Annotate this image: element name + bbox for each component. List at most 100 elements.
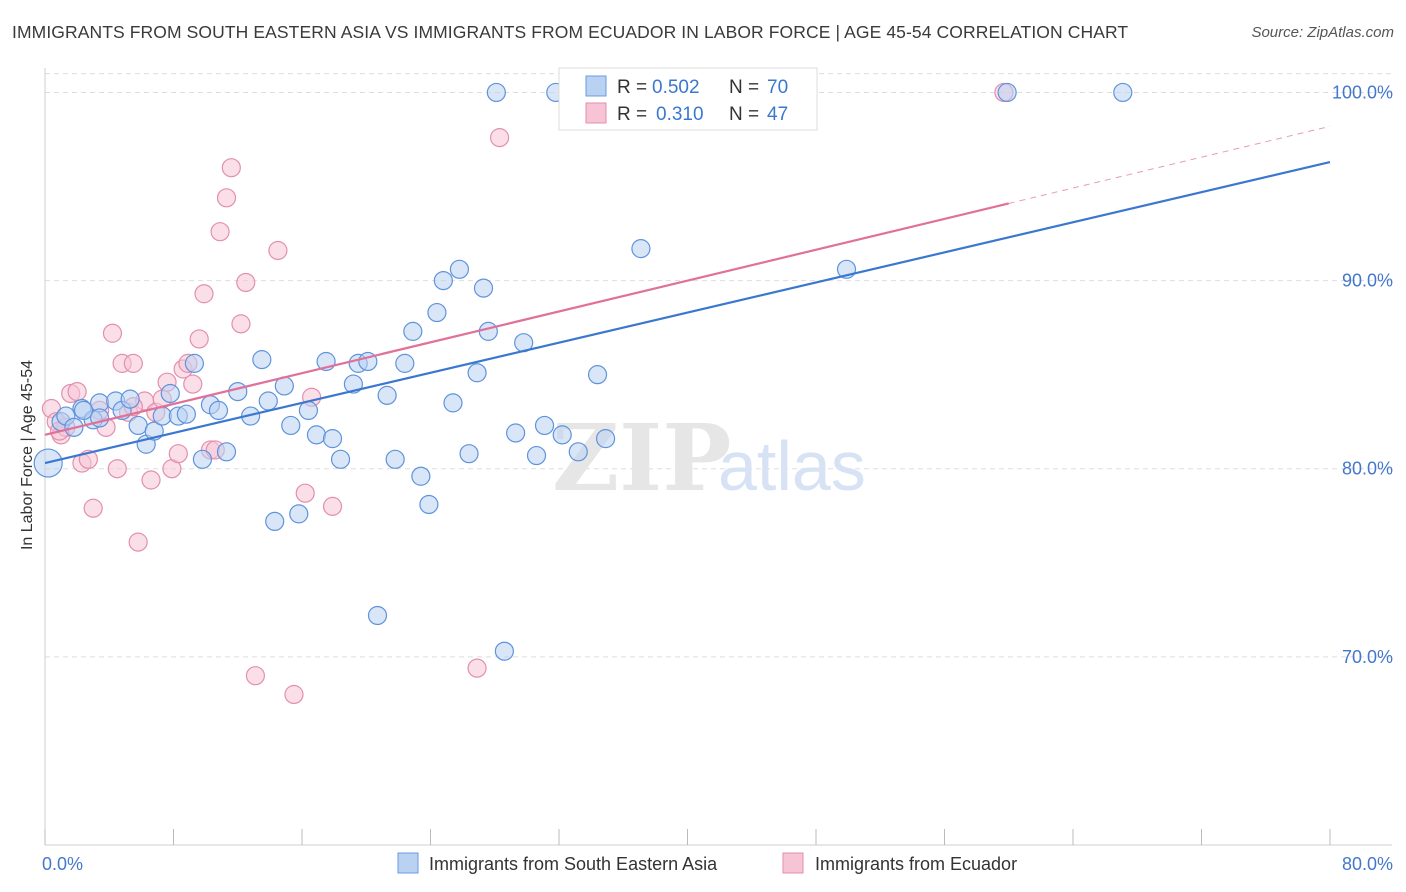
sea-point xyxy=(552,425,572,445)
ecuador-point xyxy=(322,496,343,516)
sea-point xyxy=(568,442,588,462)
sea-point xyxy=(587,365,608,385)
ecuador-point xyxy=(189,329,209,349)
sea-point xyxy=(377,385,397,405)
sea-point xyxy=(631,239,651,259)
series-legend-swatch-pink xyxy=(782,852,804,874)
sea-point xyxy=(494,641,514,661)
legend-n-label-blue: N = xyxy=(729,77,759,98)
ecuador-point xyxy=(168,444,188,464)
sea-point xyxy=(216,442,237,462)
ecuador-point xyxy=(216,188,237,208)
sea-point xyxy=(433,270,453,291)
ecuador-point xyxy=(102,323,123,343)
series-sea-points xyxy=(33,82,1133,661)
sea-point xyxy=(467,363,487,383)
legend-n-value-pink: 47 xyxy=(767,104,788,125)
ecuador-point xyxy=(245,666,266,686)
sea-point xyxy=(419,494,439,515)
ecuador-point xyxy=(236,272,256,293)
sea-point xyxy=(228,381,248,402)
sea-point xyxy=(459,444,479,464)
sea-point xyxy=(478,321,498,341)
sea-point xyxy=(473,278,494,298)
x-ticks xyxy=(44,829,1331,845)
x-tick-label: 0.0% xyxy=(42,854,83,874)
ecuador-point xyxy=(183,374,203,394)
sea-point xyxy=(120,389,140,409)
sea-point xyxy=(367,605,388,626)
x-tick-label: 80.0% xyxy=(1342,854,1393,874)
y-tick-label: 80.0% xyxy=(1342,459,1393,479)
trend-lines xyxy=(44,125,1331,465)
series-ecuador-points xyxy=(41,82,1014,705)
ecuador-point xyxy=(83,498,103,518)
ecuador-point xyxy=(128,532,148,552)
watermark: ZIP atlas xyxy=(552,404,866,512)
series-legend-swatch-blue xyxy=(397,852,419,874)
y-tick-label: 70.0% xyxy=(1342,647,1393,667)
sea-point xyxy=(449,259,470,279)
sea-point xyxy=(281,415,301,436)
sea-point xyxy=(176,404,196,424)
sea-point xyxy=(73,400,94,421)
sea-point xyxy=(411,466,431,486)
sea-point xyxy=(506,423,526,443)
sea-point xyxy=(526,445,547,466)
sea-point xyxy=(258,391,278,411)
ecuador-point xyxy=(284,684,304,705)
ecuador-point xyxy=(194,284,214,304)
trend-line-sea xyxy=(44,160,1331,465)
sea-point xyxy=(330,449,351,469)
ecuador-point xyxy=(123,353,143,373)
series-legend-label-pink: Immigrants from Ecuador xyxy=(815,854,1017,874)
ecuador-point xyxy=(107,459,127,479)
ecuador-point xyxy=(295,483,315,503)
sea-point xyxy=(298,400,319,421)
stats-legend: R = 0.502 N = 70 R = 0.310 N = 47 xyxy=(558,67,818,131)
sea-point xyxy=(395,353,415,373)
sea-point xyxy=(595,429,616,449)
sea-point xyxy=(152,406,172,426)
ecuador-point xyxy=(467,658,487,678)
legend-swatch-blue xyxy=(585,75,607,97)
sea-point xyxy=(306,425,327,445)
legend-swatch-pink xyxy=(585,102,607,124)
y-tick-label: 90.0% xyxy=(1342,271,1393,291)
legend-r-value-pink: 0.310 xyxy=(656,104,704,125)
sea-point xyxy=(192,449,213,469)
sea-point xyxy=(265,511,285,532)
series-legend-label-blue: Immigrants from South Eastern Asia xyxy=(429,854,718,874)
sea-point xyxy=(289,504,309,524)
sea-point xyxy=(997,82,1017,103)
ecuador-point xyxy=(221,158,241,178)
trend-line-ecuador xyxy=(44,202,1010,436)
watermark-atlas: atlas xyxy=(718,427,866,505)
series-legend: Immigrants from South Eastern Asia Immig… xyxy=(397,852,1017,874)
ecuador-point xyxy=(231,314,251,334)
x-tick-labels: 0.0% 80.0% xyxy=(42,854,1393,874)
y-tick-label: 100.0% xyxy=(1332,82,1393,102)
trend-line-ecuador-extension xyxy=(1008,125,1331,204)
chart-title: IMMIGRANTS FROM SOUTH EASTERN ASIA VS IM… xyxy=(12,22,1129,42)
y-tick-labels: 70.0% 80.0% 90.0% 100.0% xyxy=(1332,82,1393,666)
sea-point xyxy=(443,393,463,413)
sea-point xyxy=(486,82,506,103)
source-credit: Source: ZipAtlas.com xyxy=(1251,24,1394,41)
sea-point xyxy=(534,415,555,436)
sea-point xyxy=(184,353,204,373)
sea-point xyxy=(208,400,229,421)
ecuador-point xyxy=(210,222,230,242)
legend-r-value-blue: 0.502 xyxy=(652,77,700,98)
sea-point xyxy=(427,302,447,323)
legend-r-label-blue: R = xyxy=(617,77,647,98)
sea-point xyxy=(403,321,423,341)
legend-n-label-pink: N = xyxy=(729,104,759,125)
sea-point xyxy=(128,415,148,436)
ecuador-point xyxy=(489,128,510,148)
sea-point xyxy=(385,449,405,469)
legend-r-label-pink: R = xyxy=(617,104,647,125)
sea-point xyxy=(252,350,272,370)
legend-n-value-blue: 70 xyxy=(767,77,788,98)
